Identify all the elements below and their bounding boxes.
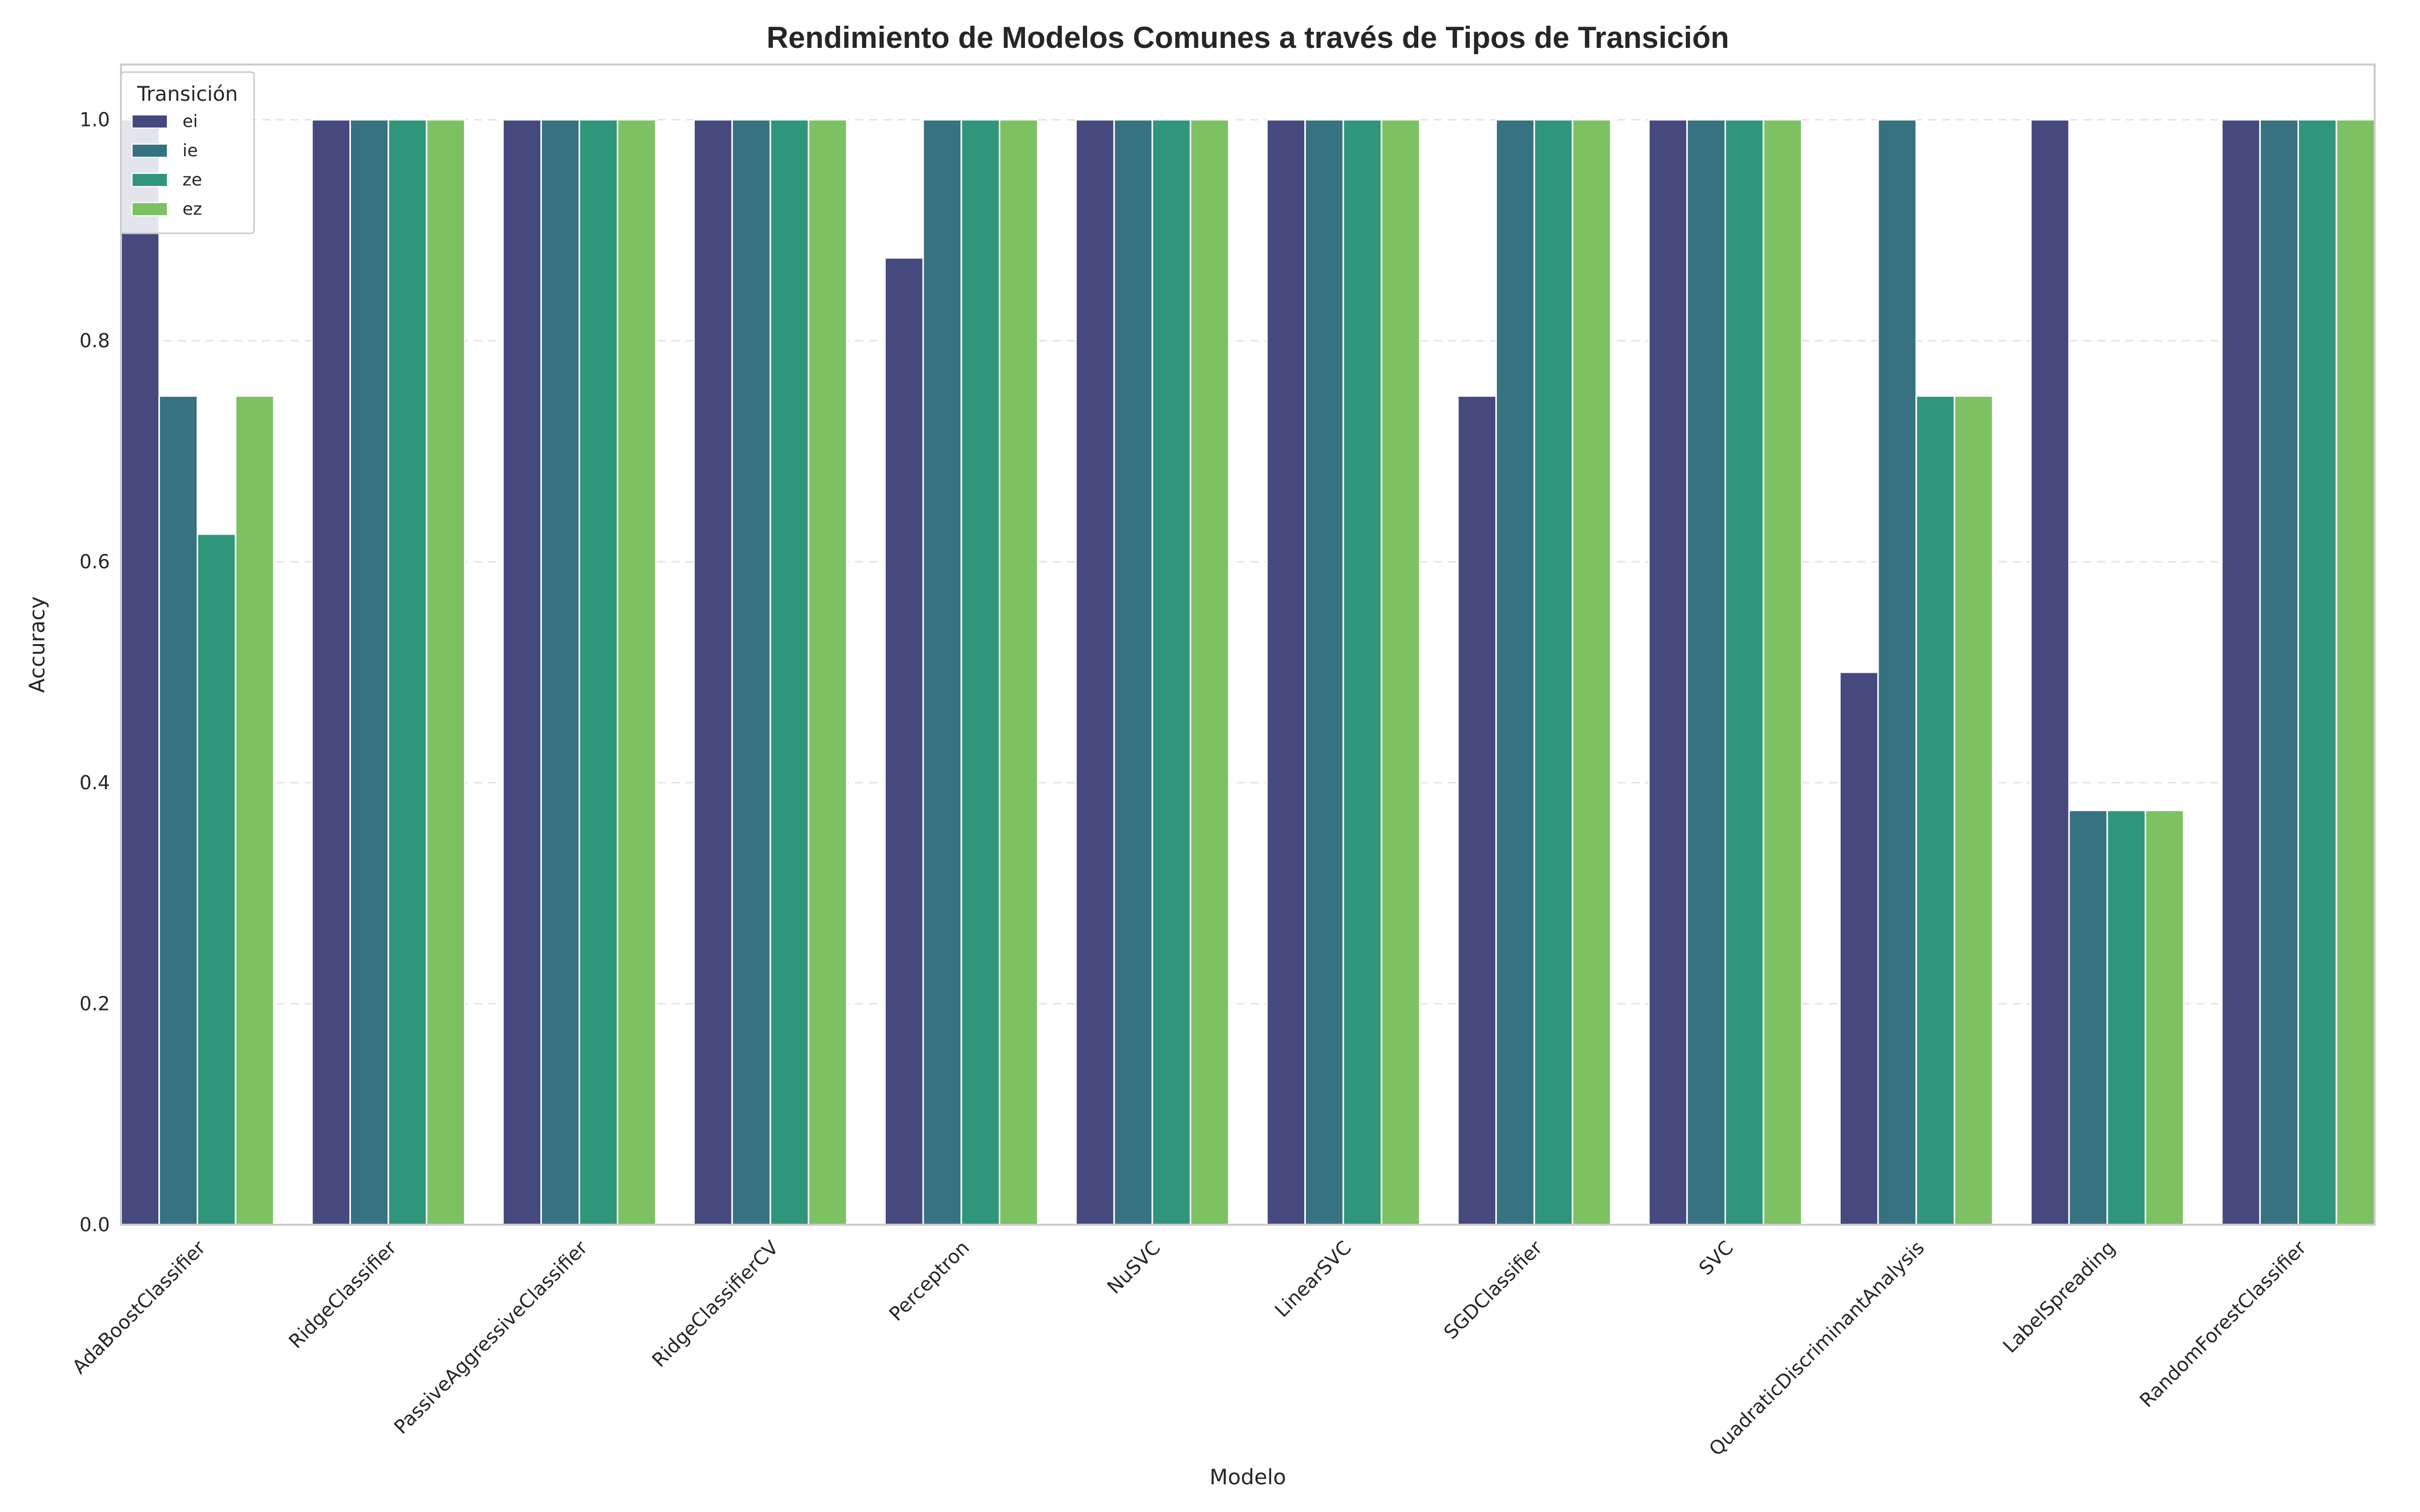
bar-ei — [311, 119, 351, 1226]
y-tick-label: 0.4 — [80, 772, 110, 794]
bar-ze — [1342, 119, 1382, 1226]
grid-lines — [121, 119, 2375, 1005]
legend: Transición ei ie ze ez — [120, 71, 255, 234]
y-tick-label: 0.6 — [80, 551, 110, 573]
legend-items: ei ie ze ez — [132, 111, 202, 219]
legend-box — [120, 71, 255, 234]
bar-ie — [158, 395, 199, 1226]
bar-ei — [1075, 119, 1115, 1226]
bar-ie — [1877, 119, 1917, 1226]
bar-ez — [1380, 119, 1421, 1226]
bar-ei — [1648, 119, 1688, 1226]
bar-ie — [2068, 809, 2108, 1226]
bar-ie — [1686, 119, 1726, 1226]
y-tick-label: 0.8 — [80, 330, 110, 352]
bar-ze — [1724, 119, 1765, 1226]
legend-swatch-ze — [132, 173, 168, 187]
bar-ze — [197, 533, 236, 1226]
bar-ze — [1152, 119, 1191, 1226]
bar-ze — [387, 119, 428, 1226]
bar-ei — [693, 119, 733, 1226]
legend-label-ei: ei — [183, 111, 198, 132]
y-tick-label: 0.2 — [80, 993, 110, 1015]
y-tick-label: 0.0 — [80, 1214, 110, 1236]
bar-ie — [540, 119, 580, 1226]
legend-label-ie: ie — [183, 141, 198, 161]
bar-ei — [2221, 119, 2261, 1226]
y-axis-label: Accuracy — [25, 596, 49, 693]
bar-ei — [1266, 119, 1306, 1226]
bar-ez — [808, 119, 848, 1226]
x-axis-label: Modelo — [1209, 1465, 1286, 1489]
bar-ez — [1763, 119, 1803, 1226]
legend-swatch-ie — [132, 144, 168, 158]
bar-ei — [502, 119, 542, 1226]
y-tick-label: 1.0 — [80, 109, 110, 131]
legend-swatch-ez — [132, 202, 168, 216]
legend-swatch-ei — [132, 114, 168, 129]
legend-title: Transición — [137, 83, 238, 106]
bar-ze — [769, 119, 810, 1226]
bar-ez — [426, 119, 466, 1226]
chart-title: Rendimiento de Modelos Comunes a través … — [766, 21, 1729, 54]
bar-ez — [617, 119, 657, 1226]
bar-ze — [1533, 119, 1574, 1226]
bar-ez — [1189, 119, 1230, 1226]
bar-ie — [922, 119, 962, 1226]
bar-ze — [2297, 119, 2337, 1226]
bar-ei — [1457, 395, 1497, 1226]
bar-ze — [1915, 395, 1956, 1226]
bar-ie — [2259, 119, 2299, 1226]
plot-frame — [120, 64, 2376, 1226]
bar-ie — [1304, 119, 1344, 1226]
bar-ei — [2030, 119, 2070, 1226]
bar-ez — [2144, 809, 2185, 1226]
y-axis-ticks: 0.0 0.2 0.4 0.6 0.8 1.0 — [80, 109, 110, 1236]
bar-ie — [349, 119, 389, 1226]
bar-ze — [960, 119, 1001, 1226]
bar-ie — [1495, 119, 1535, 1226]
bar-ei — [1839, 671, 1879, 1226]
legend-label-ez: ez — [183, 199, 202, 219]
bar-ez — [234, 395, 275, 1226]
bar-ez — [1954, 395, 1993, 1226]
legend-label-ze: ze — [183, 170, 202, 190]
bar-ie — [1113, 119, 1154, 1226]
bar-ie — [731, 119, 771, 1226]
bar-ez — [2335, 119, 2376, 1226]
bar-ez — [1571, 119, 1612, 1226]
bar-ze — [578, 119, 619, 1226]
bar-ei — [120, 119, 160, 1226]
bar-ei — [884, 257, 924, 1226]
bar-ez — [999, 119, 1039, 1226]
bar-ze — [2106, 809, 2146, 1226]
